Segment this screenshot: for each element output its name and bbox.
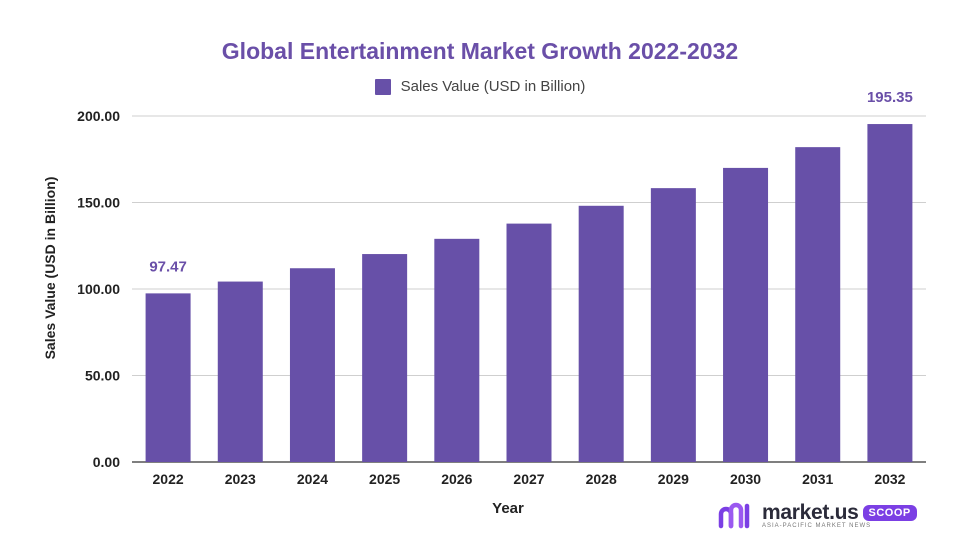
bar [434, 238, 480, 462]
bar [867, 124, 913, 463]
x-axis-title: Year [492, 500, 524, 517]
chart-legend: Sales Value (USD in Billion) [0, 78, 960, 95]
bar [289, 268, 335, 462]
bar [650, 188, 696, 463]
legend-label: Sales Value (USD in Billion) [400, 78, 586, 95]
x-tick-label: 2027 [513, 471, 544, 487]
bar [506, 223, 552, 462]
data-label: 97.47 [149, 258, 187, 275]
x-tick-label: 2025 [369, 471, 400, 487]
x-tick-label: 2026 [441, 471, 472, 487]
bar [362, 254, 408, 462]
chart-title: Global Entertainment Market Growth 2022-… [221, 38, 739, 64]
market-us-logo-icon [718, 502, 750, 529]
bar [145, 293, 191, 462]
x-tick-label: 2031 [802, 471, 833, 487]
y-tick-label: 100.00 [77, 281, 120, 297]
brand-tagline: ASIA-PACIFIC MARKET NEWS [762, 523, 872, 529]
legend-swatch [374, 78, 391, 95]
brand-name: market.us [762, 501, 859, 524]
bar [578, 205, 624, 463]
x-tick-label: 2028 [586, 471, 617, 487]
x-tick-label: 2032 [874, 471, 905, 487]
brand-logo: market.us SCOOP ASIA-PACIFIC MARKET NEWS [718, 500, 917, 530]
y-tick-label: 0.00 [93, 454, 120, 470]
y-tick-label: 200.00 [77, 108, 120, 124]
y-axis-title: Sales Value (USD in Billion) [42, 177, 58, 360]
y-tick-label: 150.00 [77, 195, 120, 211]
x-tick-label: 2029 [658, 471, 689, 487]
x-tick-label: 2022 [153, 471, 184, 487]
y-tick-label: 50.00 [85, 368, 120, 384]
bar [795, 147, 841, 462]
x-tick-label: 2024 [297, 471, 328, 487]
brand-badge: SCOOP [862, 505, 917, 521]
bar [723, 167, 769, 462]
data-label: 195.35 [867, 89, 913, 106]
x-tick-label: 2023 [225, 471, 256, 487]
x-tick-label: 2030 [730, 471, 761, 487]
bar [217, 281, 263, 462]
